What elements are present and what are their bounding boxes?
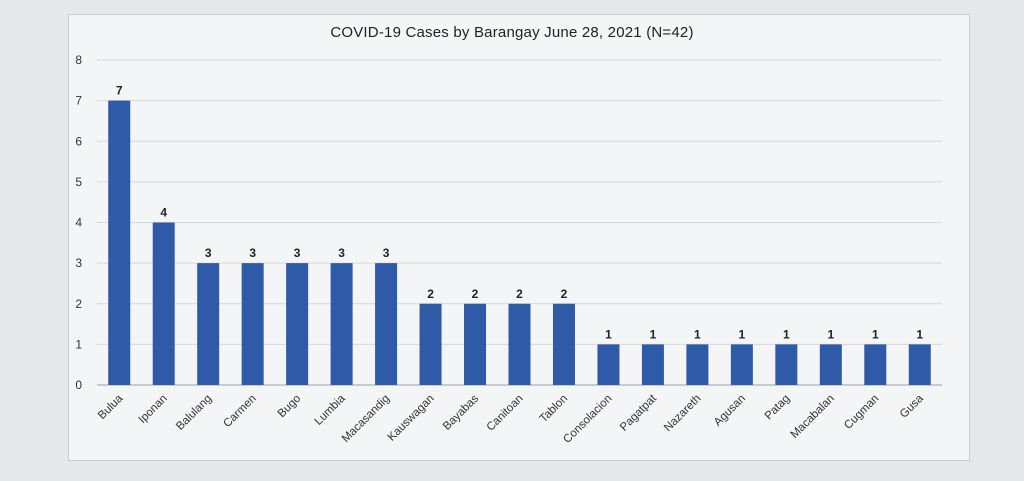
x-tick-label: Tablon <box>538 393 570 425</box>
data-label: 1 <box>694 327 701 341</box>
y-tick-label: 8 <box>75 53 82 67</box>
bar-bulua <box>108 100 131 385</box>
y-tick-label: 5 <box>75 175 82 189</box>
y-tick-label: 4 <box>75 216 82 230</box>
x-tick-label: Cugman <box>842 393 881 432</box>
x-tick-label: Gusa <box>898 392 926 420</box>
y-tick-label: 1 <box>75 337 82 351</box>
bar-nazareth <box>686 344 709 385</box>
data-label: 3 <box>294 246 301 260</box>
x-tick-label: Kauswagan <box>386 393 437 444</box>
bar-lumbia <box>330 263 353 385</box>
bar-bugo <box>286 263 309 385</box>
x-tick-label: Agusan <box>712 393 748 429</box>
data-label: 2 <box>472 287 479 301</box>
data-label: 1 <box>916 327 923 341</box>
bar-tablon <box>552 303 575 385</box>
x-tick-label: Lumbia <box>313 392 349 428</box>
x-tick-label: Balulang <box>174 393 214 433</box>
x-tick-label: Macabalan <box>789 393 837 441</box>
data-label: 1 <box>605 327 612 341</box>
bar-patag <box>775 344 798 385</box>
data-label: 1 <box>650 327 657 341</box>
y-tick-label: 7 <box>75 94 82 108</box>
data-label: 3 <box>249 246 256 260</box>
x-tick-label: Canitoan <box>485 393 526 434</box>
x-tick-label: Bugo <box>276 393 303 420</box>
x-tick-label: Patag <box>763 393 793 423</box>
data-label: 3 <box>383 246 390 260</box>
y-tick-label: 2 <box>75 297 82 311</box>
y-axis-tick-labels: 0 1 2 3 4 5 6 7 8 <box>75 53 82 392</box>
x-tick-label: Iponan <box>136 393 169 426</box>
x-tick-label: Bayabas <box>441 392 481 432</box>
data-label: 1 <box>872 327 879 341</box>
y-tick-label: 0 <box>75 378 82 392</box>
bar-agusan <box>730 344 753 385</box>
data-label: 3 <box>205 246 212 260</box>
bar-canitoan <box>508 303 531 385</box>
data-label: 1 <box>783 327 790 341</box>
bar-macabalan <box>819 344 842 385</box>
x-axis-tick-labels: Bulua Iponan Balulang Carmen Bugo LumbiaMacas… <box>96 392 926 446</box>
bar-kauswagan <box>419 303 442 385</box>
data-label: 7 <box>116 84 123 98</box>
bar-cugman <box>864 344 887 385</box>
bar-macasandig <box>375 263 398 385</box>
x-tick-label: Nazareth <box>662 393 703 434</box>
data-label: 4 <box>160 206 167 220</box>
data-label: 3 <box>338 246 345 260</box>
chart-title: COVID-19 Cases by Barangay June 28, 2021… <box>330 24 694 41</box>
bar-pagatpat <box>641 344 664 385</box>
chart-panel <box>68 14 970 461</box>
x-tick-label: Carmen <box>221 393 258 430</box>
bars <box>108 100 931 385</box>
bar-iponan <box>152 222 175 385</box>
data-label: 2 <box>516 287 523 301</box>
y-tick-label: 6 <box>75 134 82 148</box>
bar-bayabas <box>464 303 487 385</box>
data-label: 1 <box>827 327 834 341</box>
bar-consolacion <box>597 344 620 385</box>
bar-balulang <box>197 263 220 385</box>
bar-gusa <box>908 344 931 385</box>
data-label: 2 <box>561 287 568 301</box>
x-tick-label: Pagatpat <box>618 392 660 434</box>
x-tick-label: Bulua <box>96 392 126 422</box>
data-labels: 7 4 3 3 3 3 3 2 2 2 2 1 1 1 1 1 1 1 1 <box>116 84 924 342</box>
bar-carmen <box>241 263 264 385</box>
data-label: 1 <box>739 327 746 341</box>
y-tick-label: 3 <box>75 256 82 270</box>
data-label: 2 <box>427 287 434 301</box>
x-tick-label: Macasandig <box>340 393 392 445</box>
